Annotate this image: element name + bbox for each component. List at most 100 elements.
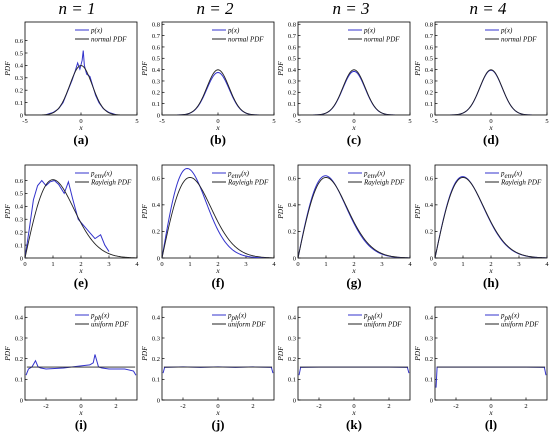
y-tick-label: 0.4	[425, 315, 434, 322]
y-tick-label: 0.2	[15, 356, 23, 363]
x-tick-label: 3	[107, 261, 110, 268]
y-tick-label: 0.5	[15, 191, 23, 198]
chart-panel-6: 0 0.2 0.4 0.6 0 1 2 3 4 x PDF penv(x)Rayleigh PDF (g…	[276, 164, 412, 290]
panel-label: (g)	[346, 275, 361, 290]
panel-label: (a)	[73, 132, 88, 147]
chart-panel-1: 00.10.20.30.40.50.60.70.8-5 0 5xPDFp(x)nor…	[140, 22, 276, 147]
x-tick-label: 0	[160, 261, 163, 268]
y-tick-label: 0	[430, 255, 433, 262]
y-tick-label: 0.5	[15, 50, 23, 57]
panel-label: (j)	[212, 417, 225, 432]
x-axis-label: x	[351, 266, 356, 275]
series-line-reference	[435, 176, 547, 258]
legend-entry: Rayleigh PDF	[227, 179, 269, 187]
panel-label: (h)	[483, 275, 499, 290]
column-header-n1: n = 1	[59, 0, 96, 18]
y-tick-label: 0	[293, 255, 296, 262]
y-tick-label: 0.6	[152, 176, 161, 183]
x-axis-label: x	[351, 408, 356, 417]
y-tick-label: 0.4	[152, 67, 161, 74]
y-tick-label: 0.7	[425, 33, 434, 40]
x-tick-label: 0	[433, 261, 436, 268]
legend-entry: p(x)	[500, 27, 513, 35]
x-tick-label: 2	[387, 403, 390, 410]
x-tick-label: 2	[524, 403, 527, 410]
y-tick-label: 0.3	[288, 335, 296, 342]
legend-entry: penv(x)	[90, 170, 113, 181]
x-axis-label: x	[78, 266, 83, 275]
y-tick-label: 0.6	[15, 38, 24, 45]
y-tick-label: 0.4	[15, 63, 24, 70]
series-line-estimate	[162, 366, 274, 374]
y-tick-label: 0.6	[288, 44, 297, 51]
y-tick-label: 0	[157, 112, 160, 119]
chart-panel-3: 00.10.20.30.40.50.60.70.8-5 0 5xPDFp(x)nor…	[413, 22, 549, 147]
x-tick-label: -5	[22, 118, 27, 125]
y-tick-label: 0.4	[425, 202, 434, 209]
series-line-reference	[298, 69, 410, 115]
chart-panel-10: 0 0.1 0.2 0.3 0.4 -2 0 2 x PDF pph(x)uniform PDF (k…	[276, 306, 411, 432]
legend-entry: p(x)	[90, 27, 103, 35]
chart-panel-4: 0 0.1 0.2 0.3 0.4 0.5 0.6 0 1 2 3 4 x PDF penv(x)Rayle…	[3, 164, 139, 290]
y-tick-label: 0.1	[152, 101, 160, 108]
legend-entry: Rayleigh PDF	[363, 179, 405, 187]
x-axis-label: x	[215, 266, 220, 275]
series-line-reference	[435, 69, 547, 115]
y-tick-label: 0	[293, 397, 296, 404]
y-tick-label: 0.3	[152, 335, 160, 342]
y-axis-label: PDF	[140, 204, 149, 220]
x-tick-label: -2	[43, 403, 48, 410]
y-tick-label: 0.2	[425, 356, 433, 363]
series-line-reference	[25, 179, 137, 258]
y-tick-label: 0.6	[425, 44, 434, 51]
x-tick-label: 0	[79, 403, 82, 410]
x-tick-label: -5	[295, 118, 300, 125]
y-tick-label: 0.4	[288, 67, 297, 74]
x-tick-label: 4	[135, 261, 139, 268]
series-line-estimate	[25, 179, 110, 258]
y-tick-label: 0.8	[152, 22, 160, 29]
y-tick-label: 0.5	[425, 56, 433, 63]
x-tick-label: 1	[461, 261, 464, 268]
x-tick-label: 0	[352, 118, 355, 125]
x-tick-label: 3	[380, 261, 383, 268]
x-tick-label: -5	[432, 118, 437, 125]
y-axis-label: PDF	[276, 61, 285, 77]
y-tick-label: 0.4	[152, 315, 161, 322]
y-tick-label: 0.4	[425, 67, 434, 74]
series-line-reference	[162, 69, 274, 115]
y-tick-label: 0.4	[152, 202, 161, 209]
y-tick-label: 0.4	[288, 315, 297, 322]
panel-label: (f)	[212, 275, 225, 290]
legend-entry: normal PDF	[364, 36, 400, 44]
y-tick-label: 0.6	[425, 176, 434, 183]
legend-entry: pph(x)	[227, 312, 247, 323]
series-line-estimate	[298, 366, 410, 376]
y-tick-label: 0.1	[152, 377, 160, 384]
y-tick-label: 0.3	[15, 75, 23, 82]
x-tick-label: 1	[188, 261, 191, 268]
column-header-n3: n = 3	[333, 0, 370, 18]
y-tick-label: 0.3	[425, 78, 433, 85]
series-line-reference	[25, 65, 137, 115]
legend-entry: penv(x)	[363, 170, 386, 181]
panel-label: (c)	[347, 132, 361, 147]
legend-entry: normal PDF	[91, 36, 127, 44]
y-axis-label: PDF	[276, 204, 285, 220]
y-tick-label: 0.3	[152, 78, 160, 85]
x-axis-label: x	[78, 123, 83, 132]
y-tick-label: 0.3	[15, 335, 23, 342]
x-tick-label: 0	[489, 118, 492, 125]
x-tick-label: 5	[408, 118, 411, 125]
chart-panel-5: 0 0.2 0.4 0.6 0 1 2 3 4 x PDF penv(x)Rayleigh PDF (f…	[140, 164, 276, 290]
series-line-reference	[162, 176, 274, 258]
y-tick-label: 0.2	[425, 229, 433, 236]
y-tick-label: 0	[430, 112, 433, 119]
x-tick-label: 0	[352, 403, 355, 410]
y-axis-label: PDF	[140, 61, 149, 77]
legend-entry: p(x)	[227, 27, 240, 35]
x-tick-label: 2	[79, 261, 82, 268]
panel-label: (d)	[483, 132, 499, 147]
chart-panel-7: 0 0.2 0.4 0.6 0 1 2 3 4 x PDF penv(x)Rayleigh PDF (h…	[413, 164, 549, 290]
